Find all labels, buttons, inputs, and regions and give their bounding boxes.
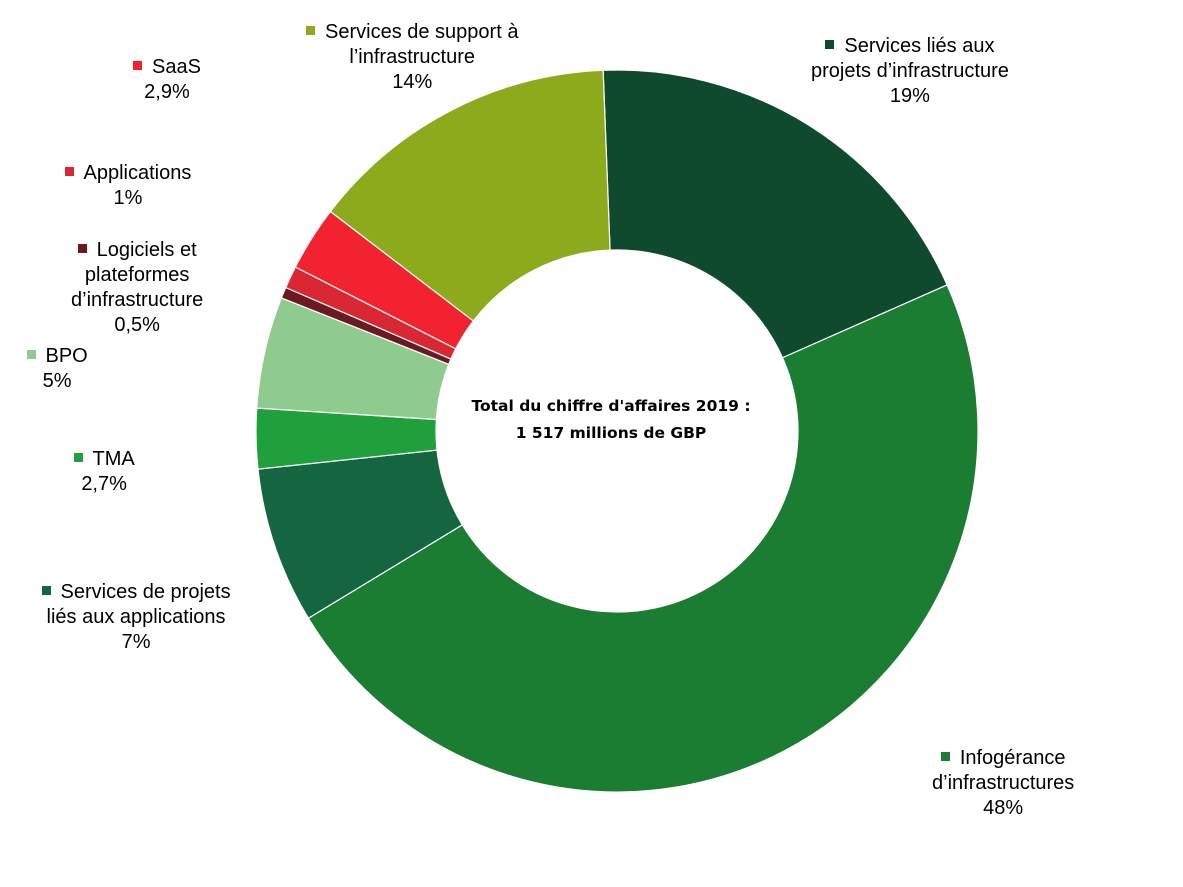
slice-label-3: TMA 2,7% xyxy=(73,447,135,497)
center-text-line-2: 1 517 millions de GBP xyxy=(515,424,707,442)
legend-swatch-8 xyxy=(306,26,315,35)
slice-label-0: Services liés aux projets d’infrastructur… xyxy=(811,34,1009,109)
slice-label-text: Services liés aux xyxy=(844,35,995,57)
slice-label-text: SaaS xyxy=(152,56,201,78)
slice-label-6: Applications 1% xyxy=(64,161,192,211)
legend-swatch-5 xyxy=(77,244,87,253)
slice-label-5: Logiciels et plateformes d’infrastructure 0… xyxy=(71,238,203,338)
slice-label-text: Services de support à xyxy=(325,21,519,43)
slice-label-8: Services de support à l’infrastructure 14% xyxy=(306,20,518,95)
slice-label-text: BPO xyxy=(45,345,88,367)
slice-8 xyxy=(329,69,611,322)
center-text-line-1: Total du chiffre d'affaires 2019 : xyxy=(471,397,751,415)
slice-label-text: l’infrastructure xyxy=(349,46,476,68)
slice-label-text: Infogérance xyxy=(959,747,1066,769)
legend-swatch-1 xyxy=(940,752,950,761)
slice-0 xyxy=(602,69,948,359)
legend-swatch-6 xyxy=(64,167,74,176)
legend-swatch-3 xyxy=(73,453,83,462)
slice-value-label: 14% xyxy=(392,71,433,93)
slice-1 xyxy=(307,284,979,793)
slice-value-label: 2,9% xyxy=(144,81,190,103)
slice-label-text: projets d’infrastructure xyxy=(811,60,1009,82)
slice-label-1: Infogérance d’infrastructures 48% xyxy=(932,746,1074,821)
legend-swatch-2 xyxy=(41,586,51,595)
slice-label-text: d’infrastructure xyxy=(71,289,204,311)
legend-swatch-4 xyxy=(26,350,36,359)
slice-label-text: Logiciels et xyxy=(96,239,197,261)
slice-value-label: 19% xyxy=(889,85,930,107)
slice-label-text: liés aux applications xyxy=(46,606,226,628)
slice-value-label: 1% xyxy=(113,187,143,209)
slice-label-2: Services de projets liés aux applications… xyxy=(41,580,231,655)
chart-center-total: Total du chiffre d'affaires 2019 : 1 517… xyxy=(441,393,781,447)
slice-value-label: 7% xyxy=(121,631,151,653)
legend-swatch-7 xyxy=(133,61,142,70)
slice-label-text: Applications xyxy=(83,162,192,184)
slice-value-label: 5% xyxy=(42,370,72,392)
slice-label-text: Services de projets xyxy=(60,581,231,603)
legend-swatch-0 xyxy=(825,40,835,49)
slice-label-7: SaaS 2,9% xyxy=(133,55,201,105)
slice-value-label: 2,7% xyxy=(81,473,127,495)
slice-label-text: d’infrastructures xyxy=(932,772,1075,794)
slice-value-label: 0,5% xyxy=(114,314,160,336)
slice-label-4: BPO 5% xyxy=(26,344,88,394)
slice-label-text: plateformes xyxy=(84,264,190,286)
slice-value-label: 48% xyxy=(983,797,1024,819)
slice-label-text: TMA xyxy=(92,448,135,470)
